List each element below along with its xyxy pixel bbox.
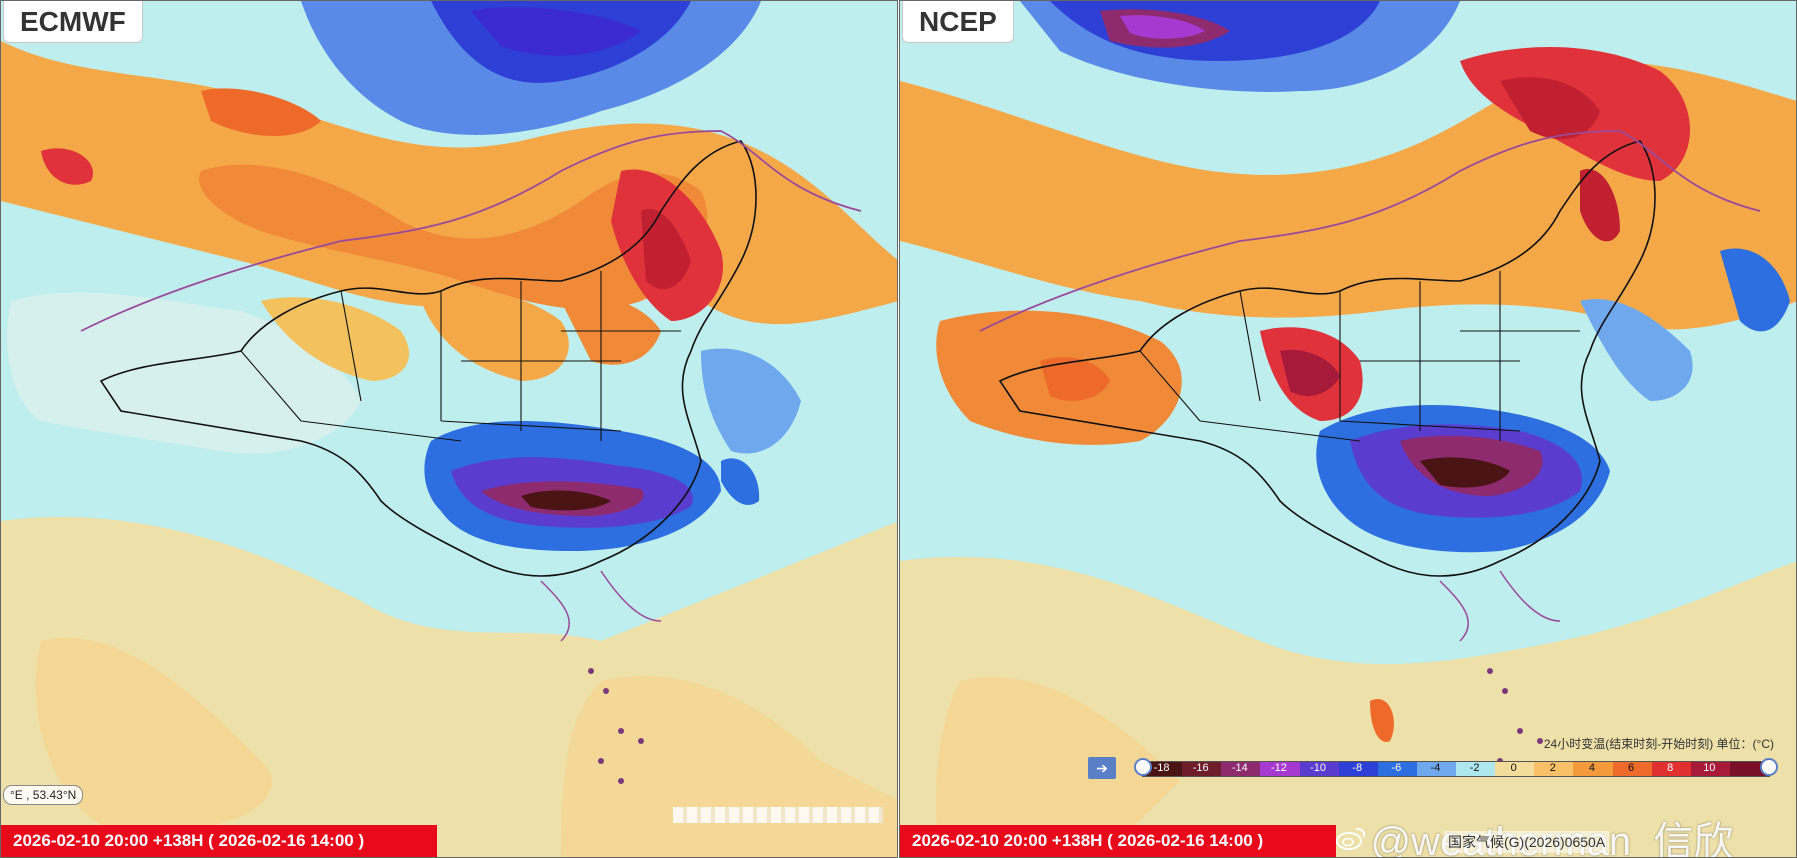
legend-color-cell — [1143, 762, 1183, 776]
legend-color-cell — [1182, 762, 1222, 776]
legend-tick-label: 10 — [1703, 762, 1716, 774]
forecast-time-bar: 2026-02-10 20:00 +138H ( 2026-02-16 14:0… — [900, 825, 1336, 857]
weibo-icon — [1336, 827, 1366, 850]
legend-tick-label: -18 — [1153, 762, 1170, 774]
legend-color-cell — [1495, 762, 1535, 776]
legend-color-cell — [1338, 762, 1378, 776]
legend-color-cell — [1299, 762, 1339, 776]
legend-tick-label: 6 — [1628, 762, 1635, 774]
legend-max-handle[interactable] — [1760, 758, 1778, 776]
ncep-panel: NCEP 24小时变温(结束时刻-开始时刻) 单位：(°C) ➔ -18 -16-… — [899, 0, 1797, 858]
legend-tick-label: -14 — [1231, 762, 1248, 774]
legend-tick-label: -16 — [1192, 762, 1209, 774]
legend-tick-label: 4 — [1588, 762, 1595, 774]
source-note: 国家气候(G)(2026)0650A — [1444, 831, 1610, 853]
legend-tick-label: -8 — [1352, 762, 1363, 774]
legend-tick-label: -4 — [1430, 762, 1441, 774]
legend-color-cell — [1456, 762, 1496, 776]
legend-min-handle[interactable] — [1134, 758, 1152, 776]
legend-color-cell — [1690, 762, 1730, 776]
coordinate-readout: °E , 53.43°N — [3, 785, 84, 805]
legend-tick-label: -10 — [1310, 762, 1327, 774]
model-label: ECMWF — [3, 1, 143, 43]
legend-tick-label: -2 — [1469, 762, 1480, 774]
legend-color-cell — [1729, 762, 1769, 776]
forecast-time-bar: 2026-02-10 20:00 +138H ( 2026-02-16 14:0… — [1, 825, 437, 857]
model-label: NCEP — [902, 1, 1014, 43]
legend-color-cell — [1651, 762, 1691, 776]
legend-color-cell — [1377, 762, 1417, 776]
legend-tick-label: 0 — [1510, 762, 1517, 774]
legend-color-bar — [1142, 761, 1770, 777]
legend-title: 24小时变温(结束时刻-开始时刻) 单位：(°C) — [1543, 737, 1774, 751]
legend-color-cell — [1534, 762, 1574, 776]
legend-color-cell — [1416, 762, 1456, 776]
legend-tick-label: 2 — [1549, 762, 1556, 774]
arrow-right-icon[interactable]: ➔ — [1088, 757, 1116, 779]
legend-tick-label: 8 — [1667, 762, 1674, 774]
legend-tick-label: -12 — [1270, 762, 1287, 774]
legend-color-cell — [1573, 762, 1613, 776]
legend-color-cell — [1612, 762, 1652, 776]
legend-color-cell — [1260, 762, 1300, 776]
legend-tick-labels: -18 -16 -14 -12 -10 -8 -6 -4 -2 0 2 4 6 8 10 — [1142, 761, 1768, 775]
legend-tick-label: -6 — [1391, 762, 1402, 774]
legend-color-cell — [1221, 762, 1261, 776]
ncep-temperature-change-map[interactable] — [900, 1, 1797, 858]
ecmwf-temperature-change-map[interactable] — [1, 1, 898, 858]
color-legend: 24小时变温(结束时刻-开始时刻) 单位：(°C) ➔ -18 -16 -14 -12… — [1088, 735, 1788, 791]
ecmwf-panel: ECMWF °E , 53.43°N 2026-02-10 20:00 +138… — [0, 0, 898, 858]
faded-strip — [673, 807, 883, 823]
